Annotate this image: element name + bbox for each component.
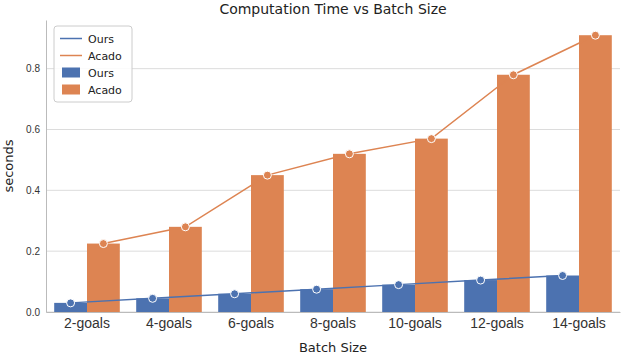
- legend-label: Ours: [88, 67, 114, 80]
- x-axis: 2-goals 4-goals 6-goals 8-goals 10-goals 12-g…: [47, 313, 621, 331]
- legend-swatch: [60, 55, 82, 57]
- legend-label: Acado: [88, 50, 122, 63]
- y-tick: 0.4: [26, 185, 46, 196]
- y-tick: 0.0: [26, 307, 46, 318]
- bar: [464, 280, 497, 312]
- x-tick-label: 10-goals: [388, 315, 442, 331]
- legend-label: Ours: [88, 33, 114, 46]
- y-axis-line: [46, 21, 47, 313]
- grid-line: [46, 129, 620, 130]
- x-tick-label: 14-goals: [552, 315, 606, 331]
- bar-series: [87, 35, 612, 312]
- plot-area: [54, 31, 612, 312]
- marker: [591, 31, 599, 39]
- y-tick-label: 0.0: [26, 307, 40, 318]
- x-tick: 12-goals: [470, 315, 524, 331]
- x-tick: 6-goals: [228, 315, 274, 331]
- marker: [181, 223, 189, 231]
- x-tick-label: 4-goals: [146, 315, 192, 331]
- x-tick: 4-goals: [146, 315, 192, 331]
- x-tick: 2-goals: [64, 315, 110, 331]
- marker: [231, 290, 239, 298]
- x-tick: 8-goals: [310, 315, 356, 331]
- chart: 0.0 0.2 0.4 0.6 0.8 2-goals 4-goals 6-goals 8-go…: [0, 0, 628, 358]
- x-tick: 14-goals: [552, 315, 606, 331]
- y-tick-label: 0.8: [26, 63, 40, 74]
- marker: [263, 171, 271, 179]
- bar: [579, 35, 612, 312]
- y-tick: 0.2: [26, 246, 46, 257]
- y-axis-title: seconds: [1, 139, 16, 192]
- marker: [509, 71, 517, 79]
- marker: [313, 285, 321, 293]
- legend-box: [54, 26, 132, 102]
- marker: [149, 294, 157, 302]
- marker: [559, 272, 567, 280]
- y-tick: 0.8: [26, 63, 46, 74]
- bar: [169, 227, 202, 312]
- marker: [477, 276, 485, 284]
- x-axis-title: Batch Size: [299, 340, 367, 355]
- title: Computation Time vs Batch Size: [219, 1, 446, 17]
- x-axis-line: [47, 312, 621, 313]
- y-tick-label: 0.6: [26, 124, 40, 135]
- legend-swatch: [62, 68, 80, 78]
- y-tick-label: 0.2: [26, 246, 40, 257]
- marker: [345, 150, 353, 158]
- y-tick: 0.6: [26, 124, 46, 135]
- marker: [395, 281, 403, 289]
- marker: [99, 240, 107, 248]
- grid: [46, 69, 620, 312]
- legend-swatch: [60, 38, 82, 40]
- line: [103, 35, 595, 243]
- x-tick-label: 8-goals: [310, 315, 356, 331]
- y-axis: 0.0 0.2 0.4 0.6 0.8: [26, 21, 46, 318]
- y-tick-label: 0.4: [26, 185, 40, 196]
- x-tick-label: 12-goals: [470, 315, 524, 331]
- legend: Ours Acado Ours Acado: [54, 26, 132, 102]
- line: [71, 276, 563, 303]
- marker: [427, 135, 435, 143]
- bar: [497, 75, 530, 312]
- bar: [415, 139, 448, 312]
- x-tick-label: 6-goals: [228, 315, 274, 331]
- legend-swatch: [62, 85, 80, 95]
- x-tick-label: 2-goals: [64, 315, 110, 331]
- marker: [67, 299, 75, 307]
- bar: [546, 276, 579, 313]
- legend-label: Acado: [88, 84, 122, 97]
- x-tick: 10-goals: [388, 315, 442, 331]
